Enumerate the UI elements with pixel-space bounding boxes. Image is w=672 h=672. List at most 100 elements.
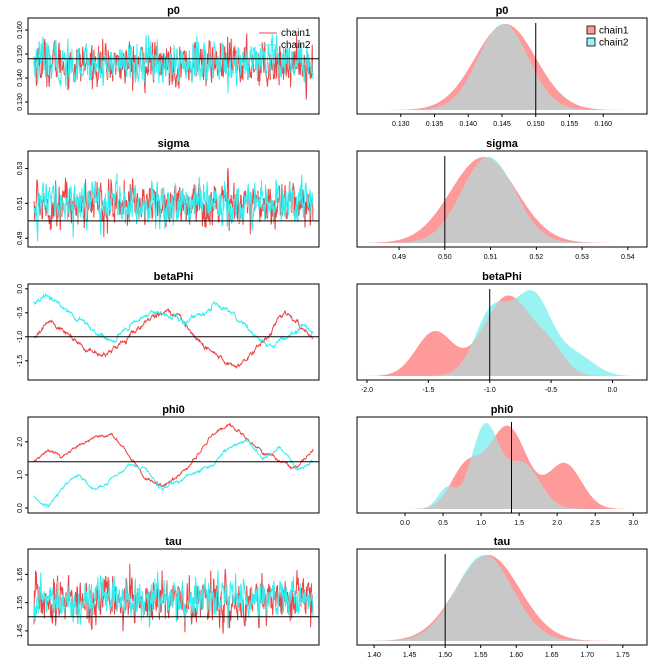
y-tick-label: 0.140 (17, 69, 24, 87)
trace-panel-sigma: sigma 0.49 0.51 0.53 (17, 138, 320, 248)
plot-frame (27, 150, 320, 248)
density-panel-sigma: sigma 0.49 0.50 0.51 0.52 0.53 0.54 (356, 138, 648, 261)
trace-lines (33, 563, 314, 634)
y-tick-label: 1.0 (17, 470, 24, 480)
x-tick-label: 0.145 (493, 121, 511, 128)
trace-panel-tau: tau 1.45 1.55 1.65 (17, 536, 320, 646)
x-tick-label: 0.51 (484, 254, 498, 261)
trace-line-chain2 (33, 439, 314, 508)
plot-frame (356, 548, 648, 646)
plot-frame (356, 416, 648, 514)
y-tick-label: 0.160 (17, 21, 24, 39)
density-panel-p0: p0 0.130 0.135 0.140 0.145 0.150 0.155 0.160 cha… (356, 5, 648, 128)
density-panel-tau: tau 1.40 1.45 1.50 1.55 1.60 1.65 1.70 1.75 (356, 536, 648, 659)
y-tick-label: -1.0 (17, 331, 24, 343)
legend-label-chain1: chain1 (281, 28, 311, 39)
y-tick-label: 1.65 (17, 567, 24, 581)
x-tick-label: 1.45 (403, 652, 417, 659)
panel-title: betaPhi (154, 271, 194, 283)
plot-frame (356, 283, 648, 381)
x-tick-label: 1.70 (580, 652, 594, 659)
trace-lines (33, 292, 314, 370)
y-tick-label: -1.5 (17, 355, 24, 367)
x-tick-label: 0.140 (459, 121, 477, 128)
plot-frame (356, 150, 648, 248)
x-tick-label: 0.130 (392, 121, 410, 128)
trace-panel-phi0: phi0 0.0 1.0 2.0 (17, 404, 320, 514)
x-tick-label: -2.0 (361, 387, 373, 394)
panel-title: phi0 (491, 404, 514, 416)
x-tick-label: 0.0 (400, 520, 410, 527)
plot-frame (27, 17, 320, 115)
trace-line-chain2 (33, 292, 314, 349)
trace-lines (33, 422, 314, 508)
y-tick-label: 0.53 (17, 162, 24, 176)
y-tick-label: 0.51 (17, 196, 24, 210)
x-tick-label: 1.75 (616, 652, 630, 659)
x-tick-label: 0.52 (530, 254, 544, 261)
y-tick-label: 1.45 (17, 624, 24, 638)
x-tick-label: 0.53 (575, 254, 589, 261)
legend-label-chain2: chain2 (281, 40, 311, 51)
x-tick-label: 0.49 (392, 254, 406, 261)
x-tick-label: 2.0 (552, 520, 562, 527)
panel-title: sigma (486, 138, 519, 150)
x-tick-label: 0.5 (438, 520, 448, 527)
x-tick-label: 0.150 (527, 121, 545, 128)
plot-frame (27, 416, 320, 514)
x-tick-label: 0.0 (608, 387, 618, 394)
trace-line-chain2 (33, 570, 314, 629)
y-tick-label: 0.0 (17, 503, 24, 513)
x-tick-label: 2.5 (590, 520, 600, 527)
panel-title: betaPhi (482, 271, 522, 283)
x-tick-label: 1.0 (476, 520, 486, 527)
density-overlap (367, 555, 637, 641)
x-tick-label: 0.54 (621, 254, 635, 261)
panel-title: phi0 (162, 404, 185, 416)
panel-title: p0 (496, 5, 509, 17)
y-tick-label: 1.55 (17, 596, 24, 610)
trace-panel-betaPhi: betaPhi -1.5 -1.0 -0.5 0.0 (17, 271, 320, 381)
plot-frame (27, 283, 320, 381)
x-tick-label: 1.5 (514, 520, 524, 527)
trace-lines (33, 167, 314, 242)
y-tick-label: 2.0 (17, 437, 24, 447)
legend-swatch-chain1 (586, 25, 596, 35)
x-tick-label: 0.155 (561, 121, 579, 128)
y-tick-label: 0.150 (17, 45, 24, 63)
x-tick-label: 0.50 (438, 254, 452, 261)
panel-title: p0 (167, 5, 180, 17)
legend-label-chain1: chain1 (599, 26, 629, 37)
y-tick-label: 0.130 (17, 93, 24, 111)
x-tick-label: 1.50 (438, 652, 452, 659)
y-tick-label: -0.5 (17, 307, 24, 319)
y-tick-label: 0.0 (17, 284, 24, 294)
x-tick-label: 1.60 (509, 652, 523, 659)
trace-line-chain1 (33, 422, 314, 488)
density-panel-phi0: phi0 0.0 0.5 1.0 1.5 2.0 2.5 3.0 (356, 404, 648, 527)
trace-line-chain2 (33, 172, 314, 242)
legend-label-chain2: chain2 (599, 38, 629, 49)
y-tick-label: 0.49 (17, 231, 24, 245)
x-tick-label: -0.5 (545, 387, 557, 394)
x-tick-label: 1.40 (367, 652, 381, 659)
x-tick-label: 3.0 (628, 520, 638, 527)
panel-title: tau (494, 536, 511, 548)
plot-frame (27, 548, 320, 646)
x-tick-label: -1.0 (484, 387, 496, 394)
x-tick-label: 0.135 (426, 121, 444, 128)
panel-title: tau (165, 536, 182, 548)
density-panel-betaPhi: betaPhi -2.0 -1.5 -1.0 -0.5 0.0 (356, 271, 648, 394)
density-overlap (367, 24, 637, 110)
trace-lines (33, 33, 314, 100)
density-overlap (367, 157, 637, 243)
trace-line-chain1 (33, 307, 313, 370)
x-tick-label: -1.5 (422, 387, 434, 394)
x-tick-label: 1.65 (545, 652, 559, 659)
legend-swatch-chain2 (586, 37, 596, 47)
panel-title: sigma (158, 138, 191, 150)
